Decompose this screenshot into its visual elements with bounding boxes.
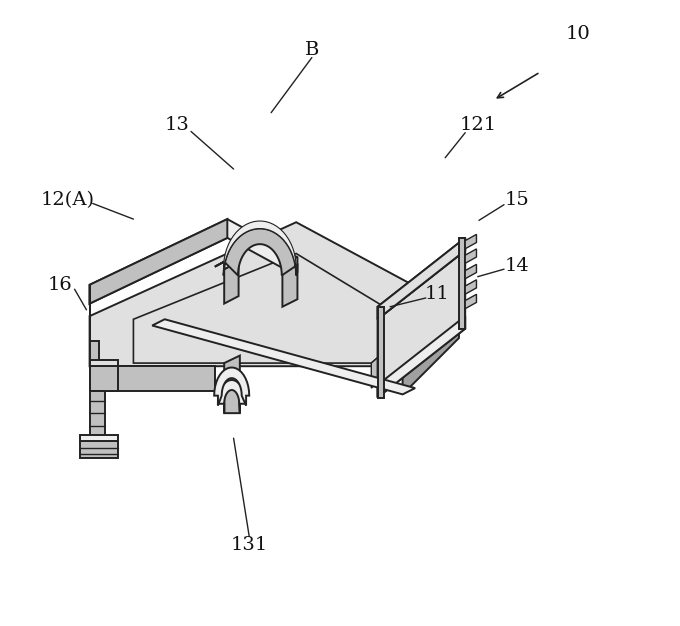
Text: 16: 16 bbox=[47, 276, 72, 294]
Text: 12(A): 12(A) bbox=[41, 192, 95, 209]
Polygon shape bbox=[371, 326, 415, 388]
Polygon shape bbox=[90, 219, 296, 304]
Polygon shape bbox=[80, 441, 118, 458]
Polygon shape bbox=[459, 238, 465, 329]
Polygon shape bbox=[282, 257, 297, 272]
Polygon shape bbox=[90, 366, 118, 391]
Polygon shape bbox=[90, 391, 105, 441]
Polygon shape bbox=[90, 219, 227, 304]
Polygon shape bbox=[152, 319, 415, 394]
Polygon shape bbox=[465, 234, 477, 249]
Polygon shape bbox=[377, 238, 465, 319]
Polygon shape bbox=[215, 254, 239, 267]
Polygon shape bbox=[377, 238, 465, 319]
Polygon shape bbox=[90, 360, 118, 366]
Text: 11: 11 bbox=[424, 285, 449, 303]
Text: 14: 14 bbox=[504, 257, 529, 275]
Text: 131: 131 bbox=[231, 536, 268, 553]
Polygon shape bbox=[465, 280, 477, 294]
Text: 13: 13 bbox=[165, 116, 190, 134]
Polygon shape bbox=[465, 249, 477, 264]
Polygon shape bbox=[218, 380, 245, 413]
Polygon shape bbox=[90, 222, 459, 366]
Polygon shape bbox=[224, 262, 239, 304]
Polygon shape bbox=[282, 265, 297, 307]
Text: 15: 15 bbox=[504, 192, 529, 209]
Polygon shape bbox=[224, 356, 240, 413]
Polygon shape bbox=[224, 228, 297, 275]
Polygon shape bbox=[224, 254, 239, 269]
Polygon shape bbox=[377, 250, 465, 398]
Polygon shape bbox=[90, 341, 99, 391]
Polygon shape bbox=[377, 307, 384, 398]
Polygon shape bbox=[403, 310, 459, 394]
Text: 121: 121 bbox=[459, 116, 496, 134]
Text: 10: 10 bbox=[566, 26, 590, 43]
Polygon shape bbox=[377, 316, 465, 398]
Polygon shape bbox=[224, 221, 296, 275]
Polygon shape bbox=[90, 366, 215, 391]
Polygon shape bbox=[214, 367, 250, 406]
Polygon shape bbox=[80, 435, 118, 441]
Polygon shape bbox=[465, 264, 477, 279]
Polygon shape bbox=[465, 294, 477, 309]
Text: B: B bbox=[305, 41, 319, 59]
